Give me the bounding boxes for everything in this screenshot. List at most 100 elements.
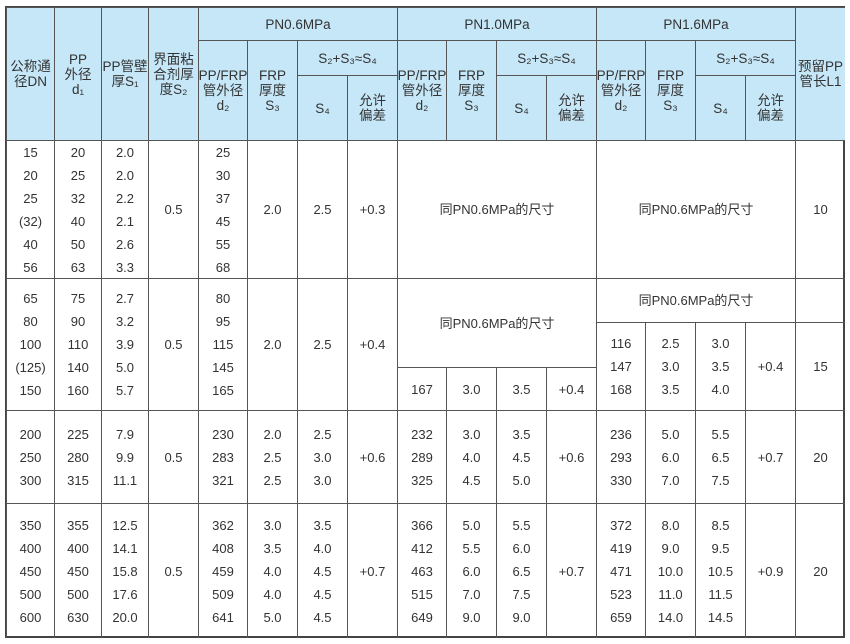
d2-values-line: 115 [212, 337, 234, 352]
d2-values-line: 232 [411, 426, 433, 442]
d2-values-line: 293 [610, 449, 632, 465]
s4-values-line: 4.5 [313, 609, 332, 625]
s1-values: 2.0 2.0 2.2 2.1 2.6 3.3 [101, 140, 148, 278]
tolerance-value: +0.6 [546, 410, 596, 503]
d2-values: 80 95 115 145 165 [198, 278, 247, 410]
s2-value: 0.5 [148, 410, 198, 503]
d1-values: 355 400 450 500 630 [54, 503, 101, 638]
s2-value-line: 0.5 [164, 202, 183, 217]
header-l1-line: 管长L1 [799, 74, 842, 89]
d1-values: 75 90 110 140 160 [54, 278, 101, 410]
s4-values: 2.5 3.0 3.0 [297, 410, 347, 503]
s1-values-line: 14.1 [112, 540, 138, 556]
s4-values: 3.0 3.5 4.0 [695, 322, 745, 410]
s3-values-line: 4.5 [462, 472, 481, 488]
same-as-pn06-note: 同PN0.6MPa的尺寸 [596, 278, 795, 322]
s1-values-line: 15.8 [112, 563, 138, 579]
d2-values: 362 408 459 509 641 [198, 503, 247, 638]
s4-values-line: 3.5 [711, 359, 730, 374]
tolerance-value-line: +0.4 [359, 337, 386, 352]
tolerance-value: +0.4 [546, 367, 596, 410]
header-d2-line: d₂ [415, 98, 429, 113]
d1-values-line: 450 [67, 563, 89, 579]
d2-values-line: 330 [610, 472, 632, 488]
header-s3-line: FRP [657, 68, 684, 83]
header-tolerance: 允许 偏差 [347, 75, 397, 140]
header-s3-line: S₃ [464, 98, 479, 113]
s1-values-line: 3.3 [115, 259, 135, 275]
s4-values: 3.5 [496, 367, 546, 410]
header-s1: PP管壁 厚S₁ [101, 7, 148, 140]
header-d1-line: d₁ [71, 81, 85, 97]
d1-values-line: 20 [70, 144, 86, 160]
header-s3-line: 厚度 [657, 83, 684, 98]
header-dn-line: 公称通 [10, 59, 51, 74]
header-d1: PP 外径 d₁ [54, 7, 101, 140]
d2-values: 372 419 471 523 659 [596, 503, 645, 638]
d2-values-line: 30 [215, 167, 231, 183]
d2-values-line: 463 [411, 563, 433, 579]
s3-values: 3.0 4.0 4.5 [446, 410, 496, 503]
d1-values-line: 225 [67, 426, 89, 442]
s3-values-line: 2.5 [263, 472, 282, 488]
header-d2-line: PP/FRP [198, 68, 248, 83]
tolerance-value-line: +0.3 [359, 202, 386, 217]
s4-values-line: 3.5 [512, 426, 531, 442]
tolerance-value-line: +0.7 [558, 563, 585, 579]
d2-values-line: 362 [212, 517, 234, 533]
pipe-dimension-table: 公称通 径DN PP 外径 d₁ PP管壁 厚S₁ 界面粘 合剂厚 度S₂ PN0.6MPa PP/F… [5, 6, 845, 638]
d1-values-line: 50 [70, 236, 86, 252]
d2-values-line: 55 [215, 236, 231, 252]
header-d1-line: 外径 [64, 66, 92, 82]
header-tolerance-line: 允许 [359, 93, 386, 108]
s4-values-line: 7.5 [711, 472, 730, 488]
s4-values: 5.5 6.0 6.5 7.5 9.0 [496, 503, 546, 638]
header-d2-line: 管外径 [401, 83, 443, 98]
s4-values-line: 3.0 [711, 336, 730, 351]
s4-values-line: 6.0 [512, 540, 531, 556]
tolerance-value: +0.9 [745, 503, 795, 638]
header-s1-line: 厚S₁ [111, 74, 139, 89]
s3-values-line: 2.0 [263, 426, 282, 442]
s1-values-line: 7.9 [115, 426, 135, 442]
header-tolerance-line: 偏差 [757, 108, 784, 123]
dn-values: 350 400 450 500 600 [6, 503, 54, 638]
same-as-pn06-note: 同PN0.6MPa的尺寸 [397, 278, 596, 367]
d1-values-line: 500 [67, 586, 89, 602]
s2-value-line: 0.5 [164, 449, 183, 465]
dn-values-line: 500 [19, 586, 42, 602]
s1-values-line: 3.2 [115, 314, 135, 329]
s3-values-line: 6.0 [462, 563, 481, 579]
header-tolerance: 允许 偏差 [546, 75, 596, 140]
d2-values-line: 641 [212, 609, 234, 625]
s1-values-line: 2.6 [115, 236, 135, 252]
s3-values-line: 2.0 [263, 337, 282, 352]
s4-values-line: 2.5 [313, 202, 332, 217]
s3-values-line: 4.0 [263, 586, 282, 602]
dn-values-line: 400 [19, 540, 42, 556]
header-sum-line: S₂+S₃≈S₄ [517, 50, 576, 66]
header-pressure-title: PN0.6MPa [198, 7, 397, 40]
d2-values-line: 116 [610, 336, 632, 351]
header-s3: FRP 厚度 S₃ [247, 40, 297, 140]
s4-values-line: 10.5 [707, 563, 734, 579]
s4-values-line: 5.5 [512, 517, 531, 533]
header-sum: S₂+S₃≈S₄ [695, 40, 795, 75]
l1-value-line: 10 [813, 202, 828, 217]
s4-values-line: 4.5 [512, 449, 531, 465]
s4-values-line: 11.5 [708, 586, 733, 602]
header-s4: S₄ [297, 75, 347, 140]
s4-values-line: 6.5 [512, 563, 531, 579]
header-d2-line: d₂ [216, 98, 230, 113]
s1-values-line: 20.0 [112, 609, 138, 625]
d2-values-line: 366 [411, 517, 433, 533]
d2-values-line: 145 [212, 360, 234, 375]
d2-values-line: 509 [212, 586, 234, 602]
d1-values-line: 160 [67, 383, 89, 398]
header-sum-line: S₂+S₃≈S₄ [318, 50, 377, 66]
d2-values-line: 471 [610, 563, 632, 579]
header-d2-line: PP/FRP [596, 68, 646, 83]
d2-values-line: 459 [212, 563, 234, 579]
l1-value: 20 [795, 410, 845, 503]
s4-values-line: 8.5 [711, 517, 730, 533]
